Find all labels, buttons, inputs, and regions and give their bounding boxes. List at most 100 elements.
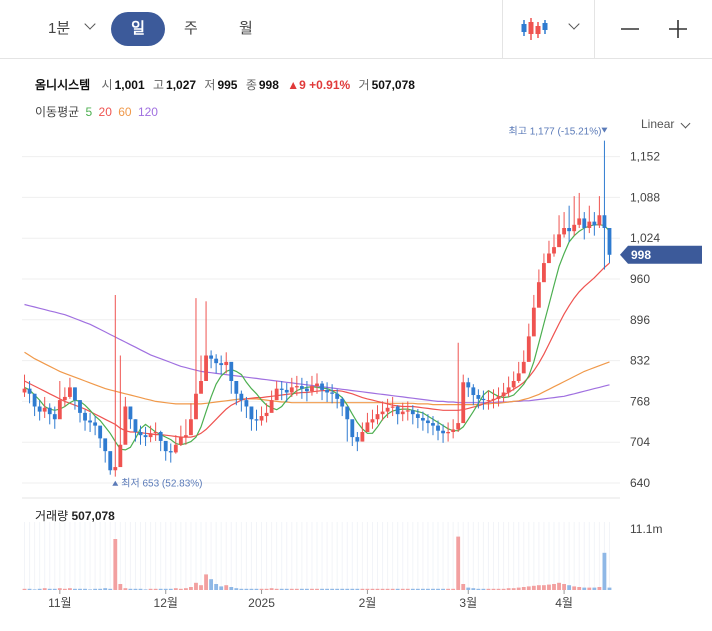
volume-bar (375, 588, 380, 590)
volume-bar (123, 588, 128, 590)
candle-body (536, 282, 541, 308)
interval-label: 1분 (48, 20, 71, 37)
low-value: 995 (217, 78, 238, 92)
candle-body (587, 221, 592, 228)
candle-body (451, 429, 456, 432)
volume-bar (108, 588, 113, 590)
candle-body (123, 406, 128, 445)
high-label: 고 (152, 78, 165, 92)
tab-period-month[interactable]: 월 (239, 20, 253, 37)
plus-icon[interactable] (668, 19, 688, 39)
candle-body (234, 381, 239, 394)
candle-body (385, 407, 390, 412)
volume-header: 거래량 507,078 (35, 507, 115, 524)
candle-body (83, 412, 87, 421)
candlestick-icon[interactable] (520, 16, 548, 42)
candle-body (259, 416, 264, 421)
candle-body (32, 393, 37, 407)
volume-bar (52, 588, 57, 590)
volume-bar (476, 588, 481, 590)
tab-period-week[interactable]: 주 (184, 20, 198, 37)
volume-bar (183, 588, 188, 590)
candle-body (486, 400, 491, 402)
volume-bar (199, 585, 203, 590)
volume-bar (390, 588, 395, 590)
candle-body (294, 386, 299, 388)
candle-body (57, 400, 62, 420)
candle-body (194, 393, 198, 420)
candle-body (552, 247, 556, 254)
volume-bar (325, 588, 330, 590)
volume-bar (133, 588, 138, 590)
volume-bar (310, 588, 314, 590)
candle-body (360, 432, 365, 442)
tab-period-day[interactable]: 일 (111, 12, 165, 46)
ma-label: 이동평균 (35, 105, 80, 119)
x-tick-label: 12월 (154, 596, 178, 610)
candle-body (118, 444, 123, 468)
candle-body (506, 387, 511, 393)
ma60-line (24, 351, 610, 406)
candle-body (73, 387, 77, 401)
volume-bar (415, 588, 420, 590)
candle-body (264, 412, 269, 417)
candle-body (93, 422, 98, 426)
candle-body (476, 395, 481, 399)
toolbar-divider (502, 0, 503, 58)
candle-body (410, 410, 415, 415)
candle-body (365, 422, 370, 432)
candle-body (299, 386, 304, 389)
volume-bar (491, 588, 496, 590)
volume-bar (264, 588, 269, 590)
volume-bar (400, 588, 405, 590)
y-tick-label: 640 (630, 476, 650, 490)
candle-body (47, 407, 52, 415)
candle-body (431, 423, 435, 426)
volume-bar (335, 588, 340, 590)
volume-bar (83, 588, 87, 590)
volume-max-label: 11.1m (630, 522, 662, 536)
interval-select[interactable]: 1분 (48, 0, 70, 58)
volume-bar (148, 588, 153, 590)
candle-body (547, 253, 551, 264)
ma-60: 60 (118, 105, 132, 119)
candle-body (158, 432, 163, 441)
moving-average-legend: 이동평균 5 20 60 120 (35, 103, 158, 120)
volume-bar (562, 584, 567, 590)
volume-bar (365, 588, 370, 590)
candle-body (204, 355, 208, 381)
candle-body (138, 432, 143, 436)
candle-body (254, 419, 259, 421)
x-tick-label: 2월 (359, 596, 377, 610)
candle-body (78, 400, 82, 413)
candle-body (289, 387, 294, 393)
candle-body (582, 218, 587, 228)
volume-bar (73, 588, 77, 590)
stock-info: 옴니시스템 시 1,001 고 1,027 저 995 종 998 ▲9 +0.91% … (35, 76, 420, 93)
ma-120: 120 (137, 105, 158, 119)
high-value: 1,027 (166, 78, 197, 92)
volume-bar (395, 588, 400, 590)
candle-body (315, 383, 319, 387)
volume-bar (138, 588, 143, 590)
y-tick-label: 1,088 (630, 190, 660, 204)
candle-body (501, 392, 506, 397)
candle-body (355, 437, 360, 442)
minus-icon[interactable] (620, 20, 640, 38)
volume-bar (113, 539, 118, 590)
candle-body (400, 411, 405, 415)
low-annotation: 최저 653 (52.83%) (121, 478, 202, 490)
volume-bar (234, 588, 239, 590)
close-label: 종 (245, 78, 257, 92)
current-price-label: 998 (631, 248, 651, 262)
volume-bar (592, 587, 597, 590)
volume-label: 거 (358, 78, 370, 92)
scale-mode-select[interactable]: Linear (641, 117, 675, 131)
volume-bar (572, 586, 577, 590)
volume-bar (405, 588, 410, 590)
candle-body (229, 361, 234, 381)
candle-body (557, 234, 561, 248)
volume-bar (42, 588, 47, 590)
volume-bar (289, 588, 294, 590)
